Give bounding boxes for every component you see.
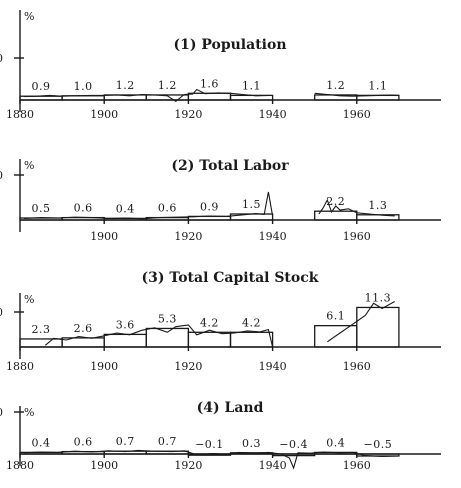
annual-series-line bbox=[24, 449, 399, 470]
period-bar bbox=[187, 331, 232, 348]
period-value-label: −0.4 bbox=[279, 438, 308, 451]
y-tick-label: 10 bbox=[0, 306, 3, 319]
chart-title: (2) Total Labor bbox=[171, 158, 289, 174]
y-tick-label: 10 bbox=[0, 406, 3, 419]
period-bar bbox=[187, 92, 232, 101]
panel-1: 10% (1) Population 1880 1900 1920 1940 1960 0.9… bbox=[0, 10, 441, 121]
period-bar bbox=[314, 210, 358, 221]
period-value-label: 11.3 bbox=[365, 291, 392, 304]
period-value-label: 3.6 bbox=[116, 318, 135, 331]
x-tick-label: 1880 bbox=[6, 108, 34, 121]
period-value-label: 0.3 bbox=[242, 437, 261, 450]
period-bar bbox=[19, 338, 63, 348]
period-value-label: 2.6 bbox=[74, 322, 93, 335]
period-value-label: 1.6 bbox=[200, 77, 219, 90]
x-tick-label: 1880 bbox=[6, 360, 34, 373]
y-tick-label: 10 bbox=[0, 52, 3, 65]
x-tick-label: 1880 bbox=[6, 459, 34, 472]
period-bar bbox=[356, 306, 400, 348]
annual-series-line bbox=[318, 198, 395, 217]
period-value-label: 4.2 bbox=[200, 316, 219, 329]
x-tick-label: 1920 bbox=[174, 230, 202, 243]
panel-4: 10% (4) Land 1880 1900 1920 1940 1960 0.4 0.6 0.7… bbox=[0, 400, 441, 472]
y-unit-label: % bbox=[24, 293, 34, 306]
annual-series-line bbox=[24, 88, 269, 102]
period-value-label: 6.1 bbox=[326, 310, 345, 323]
period-value-label: 2.3 bbox=[32, 323, 51, 336]
x-tick-label: 1960 bbox=[343, 108, 371, 121]
period-value-label: 0.9 bbox=[200, 200, 219, 213]
annual-series-line bbox=[24, 191, 274, 220]
panel-3: 10% (3) Total Capital Stock 1880 1900 1920 19… bbox=[0, 270, 441, 373]
period-value-label: 2.2 bbox=[326, 195, 345, 208]
period-value-label: 5.3 bbox=[158, 312, 177, 325]
x-tick-label: 1960 bbox=[343, 230, 371, 243]
period-value-label: 4.2 bbox=[242, 316, 261, 329]
x-tick-label: 1940 bbox=[259, 230, 287, 243]
period-value-label: 1.2 bbox=[326, 79, 345, 92]
period-value-label: 0.4 bbox=[326, 436, 345, 449]
y-unit-label: % bbox=[24, 159, 34, 172]
x-tick-label: 1940 bbox=[259, 360, 287, 373]
period-value-label: 0.7 bbox=[116, 435, 135, 448]
x-tick-label: 1920 bbox=[174, 360, 202, 373]
period-bar bbox=[145, 327, 190, 348]
period-value-label: 1.3 bbox=[368, 199, 387, 212]
period-value-label: 0.4 bbox=[116, 202, 135, 215]
annual-series-line bbox=[44, 324, 274, 348]
y-tick-label: 10 bbox=[0, 169, 3, 182]
period-value-label: 1.0 bbox=[74, 80, 93, 93]
x-tick-label: 1920 bbox=[174, 108, 202, 121]
period-value-label: 0.5 bbox=[32, 202, 51, 215]
x-tick-label: 1940 bbox=[259, 108, 287, 121]
period-value-label: 0.6 bbox=[74, 436, 93, 449]
x-tick-label: 1900 bbox=[90, 360, 118, 373]
period-value-label: 0.7 bbox=[158, 435, 177, 448]
period-value-label: −0.5 bbox=[363, 438, 392, 451]
y-unit-label: % bbox=[24, 406, 34, 419]
x-tick-label: 1900 bbox=[90, 108, 118, 121]
period-value-label: −0.1 bbox=[195, 438, 224, 451]
period-bar bbox=[229, 331, 274, 348]
y-unit-label: % bbox=[24, 10, 34, 23]
period-value-label: 0.4 bbox=[32, 436, 51, 449]
x-tick-label: 1940 bbox=[259, 459, 287, 472]
period-value-label: 1.5 bbox=[242, 198, 261, 211]
period-value-label: 1.2 bbox=[116, 79, 135, 92]
x-tick-label: 1900 bbox=[90, 459, 118, 472]
x-tick-label: 1920 bbox=[174, 459, 202, 472]
chart-title: (4) Land bbox=[197, 400, 264, 416]
x-tick-label: 1960 bbox=[343, 459, 371, 472]
period-value-label: 1.1 bbox=[368, 79, 387, 92]
chart-title: (3) Total Capital Stock bbox=[142, 270, 319, 286]
period-value-label: 0.6 bbox=[74, 202, 93, 215]
period-value-label: 0.6 bbox=[158, 202, 177, 215]
annual-series-line bbox=[314, 92, 399, 97]
period-value-label: 1.1 bbox=[242, 79, 261, 92]
x-tick-label: 1960 bbox=[343, 360, 371, 373]
chart-title: (1) Population bbox=[173, 37, 286, 53]
period-value-label: 0.9 bbox=[32, 80, 51, 93]
period-value-label: 1.2 bbox=[158, 79, 177, 92]
x-tick-label: 1900 bbox=[90, 230, 118, 243]
period-bar bbox=[271, 453, 316, 457]
panel-2: 10% (2) Total Labor 1900 1920 1940 1960 0.5 0.6… bbox=[0, 158, 441, 243]
period-bar bbox=[103, 333, 147, 348]
annual-series-line bbox=[326, 301, 395, 343]
